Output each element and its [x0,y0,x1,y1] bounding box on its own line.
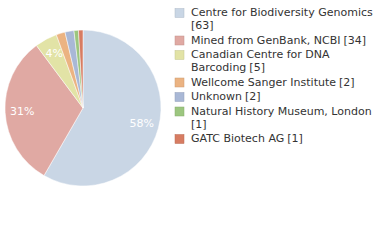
legend-entry: Barcoding[5] [191,61,265,74]
legend-label: Mined from GenBank, NCBI [191,34,340,47]
legend-entry: [1] [191,118,207,131]
legend: Centre for Biodiversity Genomics[63] Mine… [175,6,373,145]
legend-label: Canadian Centre for DNA [191,48,330,61]
legend-label: Natural History Museum, London [191,105,372,118]
legend-value: [63] [191,19,214,32]
slice-label: 31% [10,105,34,118]
legend-swatch [175,36,184,45]
legend-swatch [175,107,184,116]
chart: 58% 31% 4% Centre for Biodiversity Genomics… [0,0,380,240]
legend-label: Wellcome Sanger Institute [191,76,336,89]
legend-entry: Canadian Centre for DNA [191,48,330,61]
legend-value: [34] [343,34,366,47]
slice-label: 4% [45,47,62,60]
pie-slice [74,30,83,108]
legend-value: [1] [191,118,207,131]
legend-swatch [175,78,184,87]
legend-label: GATC Biotech AG [191,132,284,145]
legend-value: [2] [339,76,355,89]
legend-entry: GATC Biotech AG[1] [191,132,303,145]
pie-slice [65,31,83,108]
legend-swatch [175,9,184,18]
legend-swatch [175,51,184,60]
legend-value: [2] [245,90,261,103]
legend-value: [1] [287,132,303,145]
legend-entry: Wellcome Sanger Institute[2] [191,76,355,89]
legend-label: Unknown [191,90,242,103]
legend-entry: [63] [191,19,214,32]
legend-entry: Centre for Biodiversity Genomics [191,6,373,19]
legend-label: Barcoding [191,61,246,74]
slice-labels: 58% 31% 4% [10,47,154,129]
legend-entry: Mined from GenBank, NCBI[34] [191,34,366,47]
legend-entry: Unknown[2] [191,90,261,103]
legend-entry: Natural History Museum, London [191,105,372,118]
pie-slice [78,30,83,108]
legend-label: Centre for Biodiversity Genomics [191,6,373,19]
slice-label: 58% [130,117,154,130]
legend-swatch [175,93,184,102]
legend-swatch [175,135,184,144]
slices [5,30,161,186]
legend-value: [5] [249,61,265,74]
